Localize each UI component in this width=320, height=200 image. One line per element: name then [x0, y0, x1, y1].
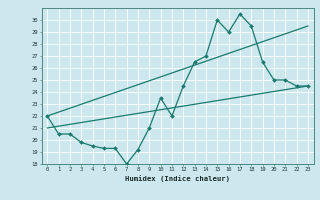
- X-axis label: Humidex (Indice chaleur): Humidex (Indice chaleur): [125, 175, 230, 182]
